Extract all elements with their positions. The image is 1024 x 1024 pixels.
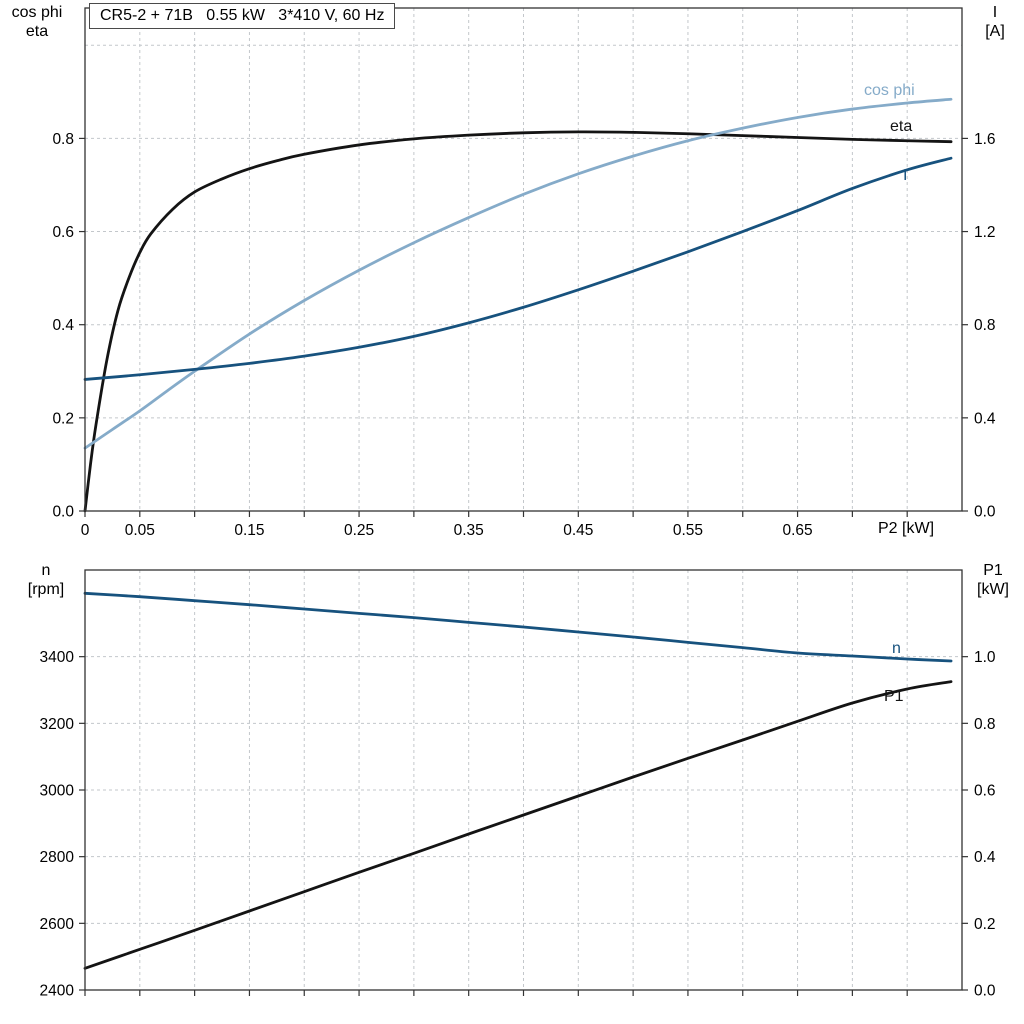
tick-label: 0.2 bbox=[974, 916, 996, 933]
tick-label: 0.8 bbox=[974, 716, 996, 733]
power-in-curve-label: P1 bbox=[884, 688, 904, 705]
tick-label: 0.8 bbox=[52, 131, 74, 148]
top-left-axis-title: cos phi eta bbox=[5, 3, 69, 41]
tick-label: 1.2 bbox=[974, 224, 996, 241]
tick-label: 0 bbox=[81, 522, 90, 539]
tick-label: 1.6 bbox=[974, 131, 996, 148]
tick-label: 0.0 bbox=[52, 504, 74, 521]
tick-label: 0.55 bbox=[673, 522, 703, 539]
tick-label: 0.05 bbox=[125, 522, 155, 539]
curve-speed bbox=[83, 591, 953, 663]
speed-axis-label: n bbox=[41, 562, 51, 579]
chart-panel-0: 0 0.05 0.15 0.25 0.35 0.45 0.55 0.65 0.0 0.2 0.4 0.… bbox=[52, 7, 996, 539]
bottom-left-axis-title: n [rpm] bbox=[13, 561, 79, 599]
curve-current bbox=[83, 156, 953, 381]
curve-power_in bbox=[83, 680, 953, 970]
cos-phi-curve-label: cos phi bbox=[864, 82, 915, 99]
tick-label: 0.4 bbox=[974, 849, 996, 866]
tick-label: 0.0 bbox=[974, 983, 996, 1000]
tick-label: 0.25 bbox=[344, 522, 374, 539]
tick-label: 1.0 bbox=[974, 649, 996, 666]
tick-label: 0.4 bbox=[974, 410, 996, 427]
tick-label: 0.15 bbox=[234, 522, 264, 539]
tick-label: 0.35 bbox=[454, 522, 484, 539]
tick-label: 0.8 bbox=[974, 317, 996, 334]
tick-label: 0.6 bbox=[52, 224, 74, 241]
speed-axis-unit: [rpm] bbox=[27, 581, 65, 598]
tick-label: 3000 bbox=[40, 783, 75, 800]
power-in-axis-unit: [kW] bbox=[977, 581, 1009, 598]
tick-label: 0.65 bbox=[782, 522, 812, 539]
tick-label: 2400 bbox=[40, 983, 75, 1000]
tick-label: 0.2 bbox=[52, 410, 74, 427]
x-axis-unit-label: P2 [kW] bbox=[878, 520, 935, 537]
current-axis-label: I bbox=[992, 4, 998, 21]
tick-label: 3400 bbox=[40, 649, 75, 666]
tick-label: 3200 bbox=[40, 716, 75, 733]
power-in-axis-label: P1 bbox=[983, 562, 1003, 579]
tick-label: 2800 bbox=[40, 849, 75, 866]
tick-label: 0.45 bbox=[563, 522, 593, 539]
curve-cos_phi bbox=[83, 97, 953, 450]
chart-title: CR5-2 + 71B 0.55 kW 3*410 V, 60 Hz bbox=[89, 3, 396, 29]
speed-curve-label: n bbox=[892, 640, 901, 657]
tick-label: 0.6 bbox=[974, 783, 996, 800]
current-curve-label: I bbox=[903, 167, 908, 184]
tick-label: 0.4 bbox=[52, 317, 74, 334]
curve-eta bbox=[83, 130, 953, 513]
tick-label: 0.0 bbox=[974, 504, 996, 521]
bottom-right-axis-title: P1 [kW] bbox=[967, 561, 1019, 599]
tick-label: 2600 bbox=[40, 916, 75, 933]
eta-curve-label: eta bbox=[890, 118, 913, 135]
top-right-axis-title: I [A] bbox=[972, 3, 1018, 41]
cos-phi-axis-label: cos phi bbox=[11, 4, 63, 21]
current-axis-unit: [A] bbox=[985, 23, 1005, 40]
chart-panel-1: 2400 2600 2800 3000 3200 3400 0.0 0.2 0.4 0.6 0.8 1… bbox=[40, 569, 996, 1000]
eta-axis-label: eta bbox=[25, 23, 49, 40]
